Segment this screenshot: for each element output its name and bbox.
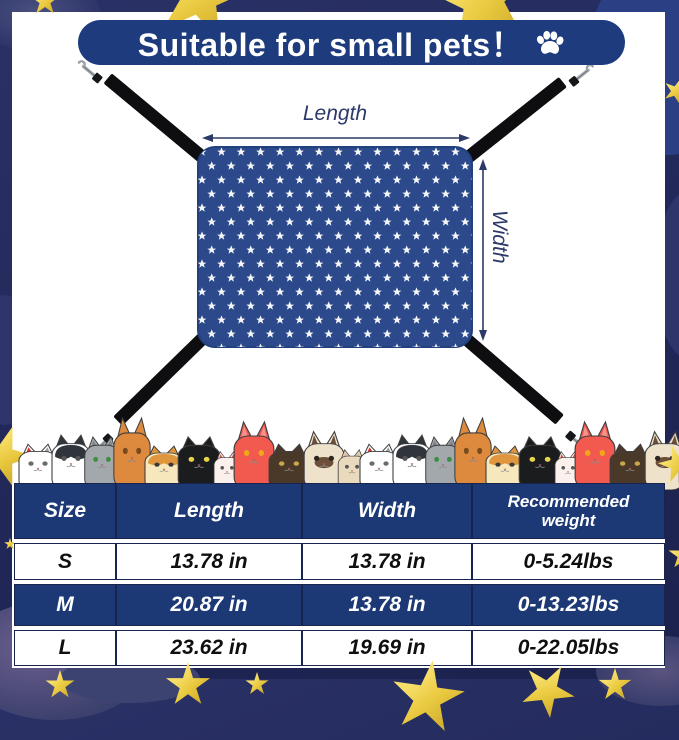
table-cell-width: 19.69 in [302, 630, 472, 666]
length-label: Length [302, 102, 368, 125]
hammock-strap [457, 76, 567, 169]
cat-illustration-red [572, 420, 618, 491]
table-header-width: Width [302, 483, 472, 539]
size-table: Size Length Width Recommended weight S 1… [14, 483, 665, 666]
hammock-pad [197, 146, 473, 353]
length-arrow [201, 131, 471, 150]
table-cell-length: 13.78 in [116, 543, 302, 580]
cat-illustration-white-red [16, 440, 60, 491]
table-cell-weight: 0-22.05lbs [472, 630, 665, 666]
table-header-weight: Recommended weight [472, 483, 665, 539]
table-cell-size: M [14, 584, 116, 626]
table-cell-width: 13.78 in [302, 584, 472, 626]
cat-illustration-black [175, 432, 223, 491]
title-banner: Suitable for small pets！ [78, 20, 625, 65]
gold-star-decoration [4, 538, 16, 549]
page-title: Suitable for small pets！ [137, 26, 524, 63]
cat-illustration-white-red [357, 440, 401, 491]
table-cell-size: L [14, 630, 116, 666]
cat-illustration-tuxedo [49, 430, 93, 491]
table-cell-size: S [14, 543, 116, 580]
cat-illustration-tuxedo [390, 430, 434, 491]
cat-illustration-orange [452, 416, 494, 491]
table-cell-weight: 0-5.24lbs [472, 543, 665, 580]
paw-icon [535, 30, 565, 56]
cat-illustration-cream [142, 442, 186, 491]
metal-clip-icon [71, 55, 113, 94]
cat-illustration-brown [607, 440, 653, 491]
table-cell-width: 13.78 in [302, 543, 472, 580]
cat-illustration-cream [483, 442, 527, 491]
cat-illustration-black [516, 432, 564, 491]
hammock-diagram: Length Width [71, 55, 600, 457]
cats-illustration [16, 416, 679, 491]
cat-illustration-white-kitten [553, 448, 583, 491]
table-cell-length: 20.87 in [116, 584, 302, 626]
cat-illustration-red [231, 420, 277, 491]
table-cell-weight: 0-13.23lbs [472, 584, 665, 626]
table-header-length: Length [116, 483, 302, 539]
gold-star-decoration [668, 540, 679, 568]
table-header-size: Size [14, 483, 116, 539]
width-label: Width [488, 210, 511, 264]
cat-illustration-beige-kitten [336, 446, 368, 491]
table-cell-length: 23.62 in [116, 630, 302, 666]
metal-clip-icon [558, 58, 600, 96]
cat-illustration-orange [111, 416, 153, 491]
width-arrow [476, 158, 490, 347]
